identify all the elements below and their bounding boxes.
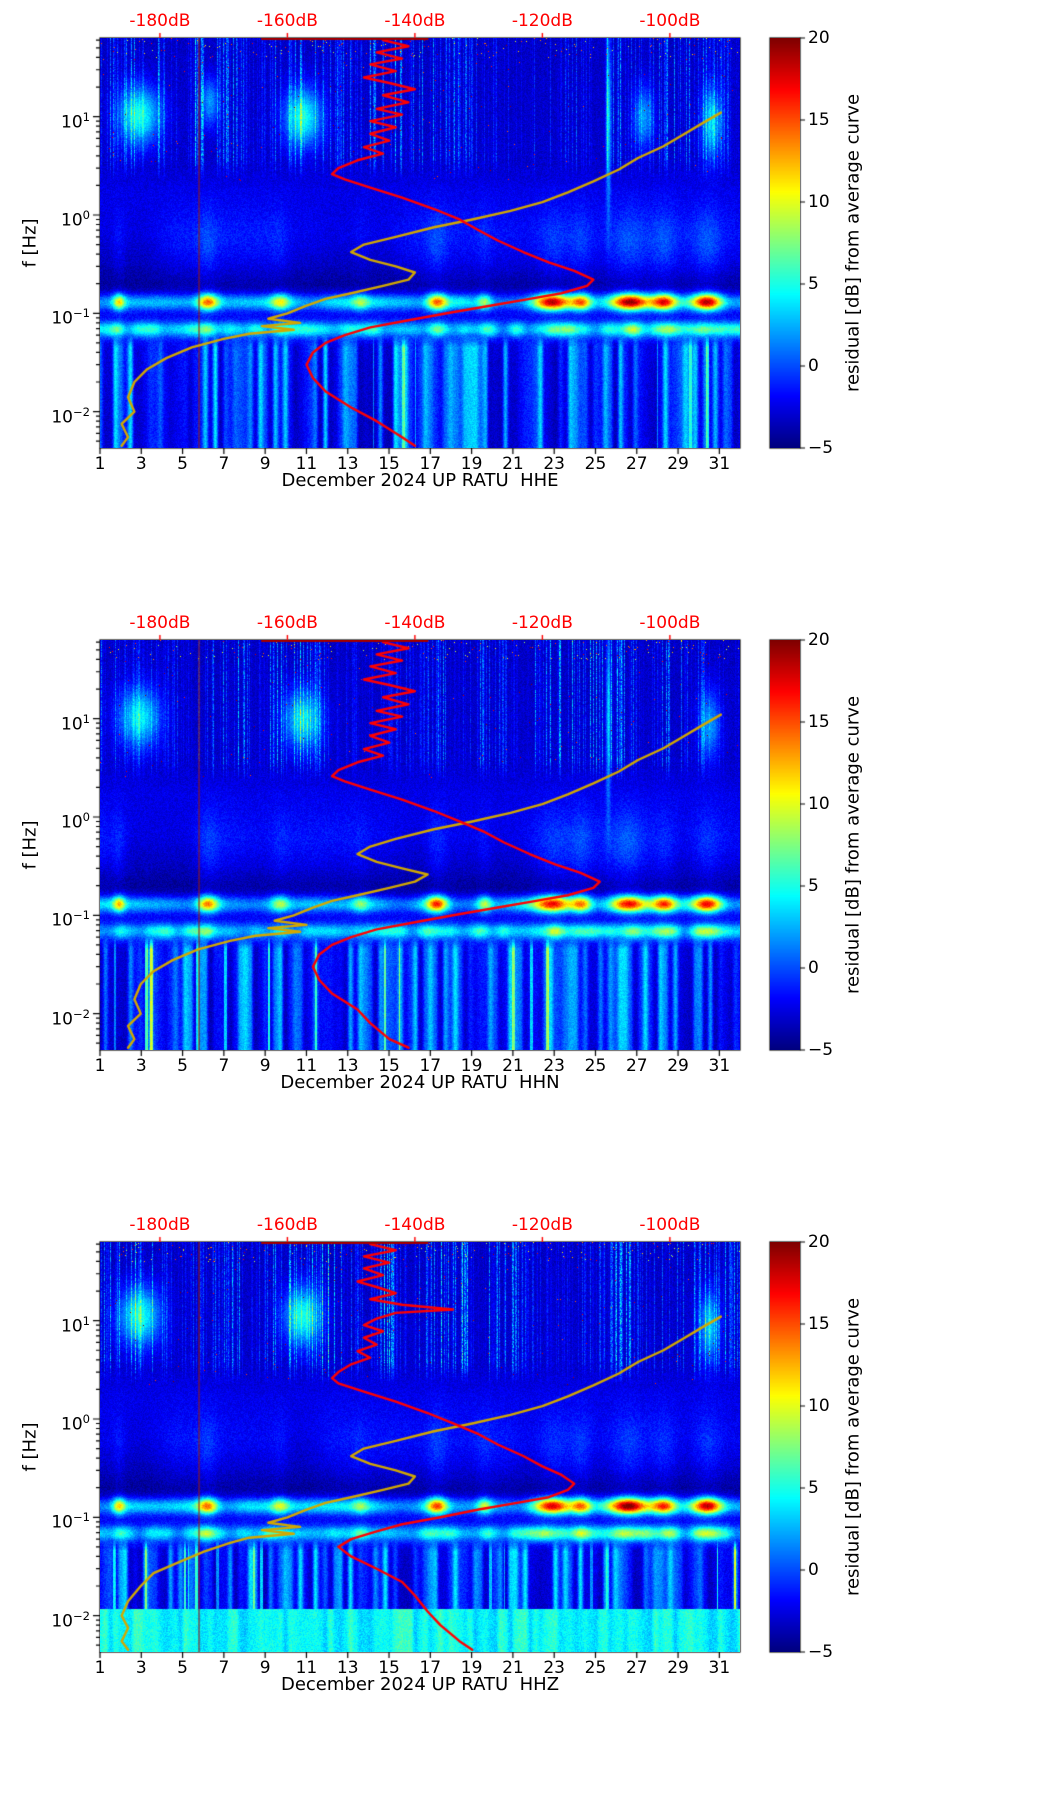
average-spectrum-curves bbox=[100, 640, 740, 1050]
colorbar-label: residual [dB] from average curve bbox=[842, 695, 864, 995]
colorbar-gradient bbox=[770, 1242, 800, 1652]
x-axis-label: December 2024 UP RATU HHN bbox=[280, 1072, 560, 1093]
colorbar-label: residual [dB] from average curve bbox=[842, 1297, 864, 1597]
colorbar-label: residual [dB] from average curve bbox=[842, 93, 864, 393]
y-axis-label: f [Hz] bbox=[19, 1422, 41, 1472]
x-axis-label: December 2024 UP RATU HHZ bbox=[280, 1674, 560, 1695]
y-axis-label: f [Hz] bbox=[19, 820, 41, 870]
colorbar-gradient bbox=[770, 640, 800, 1050]
panel-HHE: -180dB -160dB -140dB -120dB -100dB 1 3 5 7 9 11 13 1… bbox=[0, 0, 1052, 602]
panel-HHN: -180dB -160dB -140dB -120dB -100dB 1 3 5 7 9 11 13 1… bbox=[0, 602, 1052, 1204]
panel-HHZ: -180dB -160dB -140dB -120dB -100dB 1 3 5 7 9 11 13 1… bbox=[0, 1204, 1052, 1806]
y-axis-label: f [Hz] bbox=[19, 218, 41, 268]
colorbar-gradient bbox=[770, 38, 800, 448]
average-spectrum-curves bbox=[100, 1242, 740, 1652]
average-spectrum-curves bbox=[100, 38, 740, 448]
x-axis-label: December 2024 UP RATU HHE bbox=[281, 470, 559, 491]
